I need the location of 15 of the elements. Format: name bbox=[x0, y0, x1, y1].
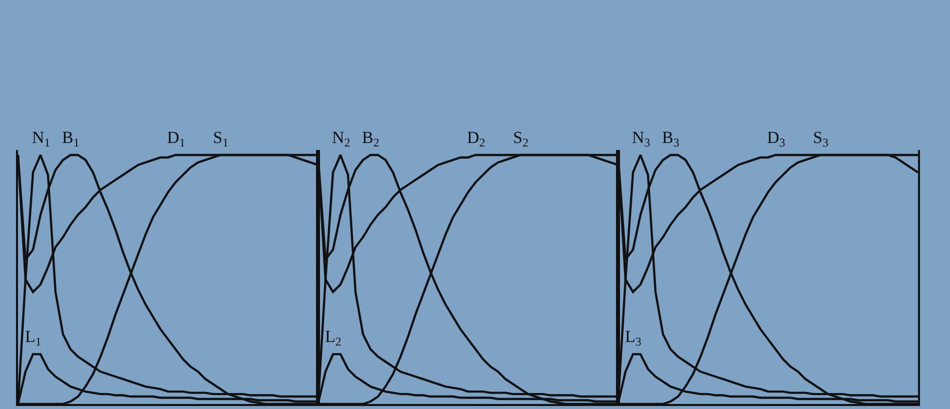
series-label: B$_{1}$ bbox=[62, 128, 80, 150]
series-label: B$_{3}$ bbox=[662, 128, 680, 150]
series-label: L$_{3}$ bbox=[625, 327, 642, 349]
series-label: D$_{1}$ bbox=[167, 128, 186, 150]
series-label: S$_{2}$ bbox=[513, 128, 528, 150]
series-label: B$_{2}$ bbox=[362, 128, 380, 150]
series-label: L$_{2}$ bbox=[325, 327, 342, 349]
series-label: L$_{1}$ bbox=[25, 327, 42, 349]
series-label: N$_{3}$ bbox=[632, 128, 650, 150]
series-label: S$_{1}$ bbox=[213, 128, 228, 150]
series-label: N$_{1}$ bbox=[32, 128, 50, 150]
series-label: S$_{3}$ bbox=[813, 128, 828, 150]
series-label: N$_{2}$ bbox=[332, 128, 350, 150]
series-label: D$_{2}$ bbox=[467, 128, 486, 150]
series-label: D$_{3}$ bbox=[767, 128, 786, 150]
